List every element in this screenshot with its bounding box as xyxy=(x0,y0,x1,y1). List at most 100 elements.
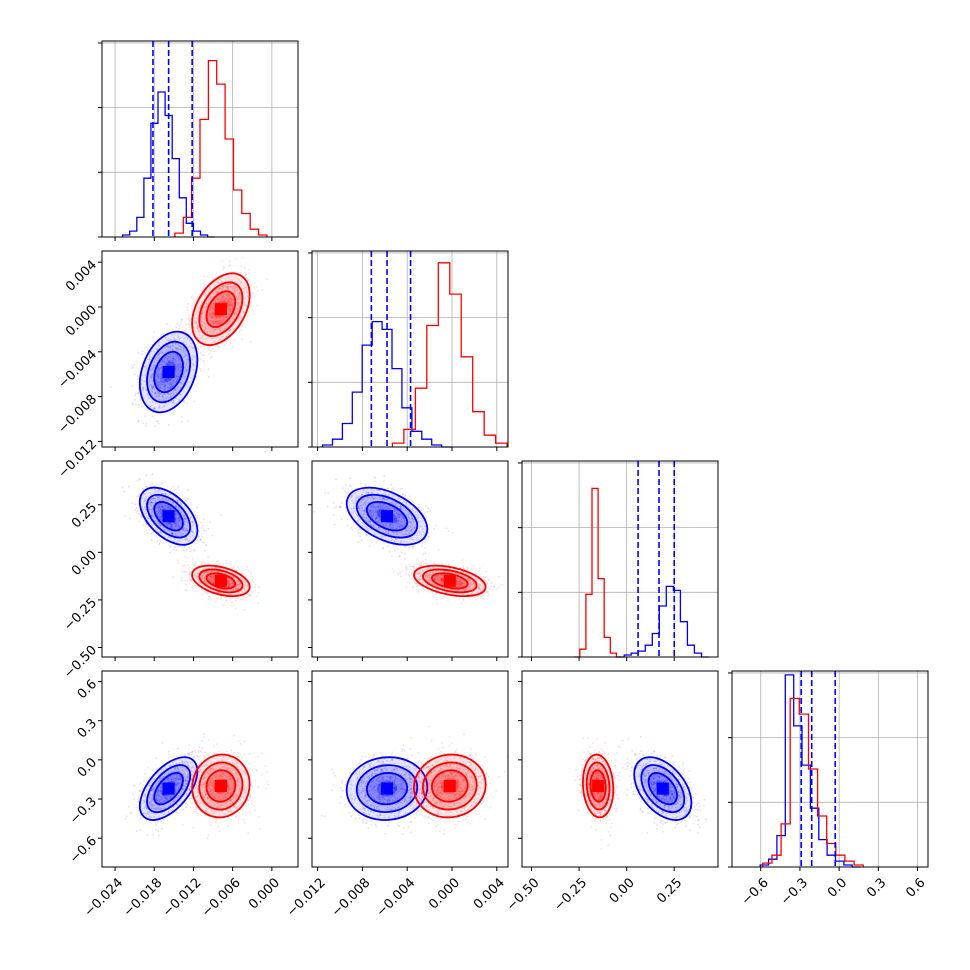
sample-point xyxy=(383,525,386,527)
sample-point xyxy=(225,316,228,319)
sample-point xyxy=(174,339,177,342)
sample-point xyxy=(179,345,182,347)
sample-point xyxy=(188,546,191,549)
sample-point xyxy=(174,358,176,361)
sample-point xyxy=(165,522,168,525)
sample-point xyxy=(240,590,243,593)
sample-point xyxy=(380,506,383,509)
sample-point xyxy=(333,507,336,509)
sample-point xyxy=(246,291,248,293)
sample-point xyxy=(188,349,191,351)
sample-point xyxy=(158,368,161,371)
sample-point xyxy=(169,396,172,399)
sample-point xyxy=(201,354,203,356)
sample-point xyxy=(397,513,400,516)
sample-point xyxy=(170,359,173,362)
sample-point xyxy=(350,485,352,487)
sample-point xyxy=(232,298,234,301)
sample-point xyxy=(212,312,215,314)
sample-point xyxy=(384,508,386,511)
sample-point xyxy=(406,526,409,529)
sample-point xyxy=(174,524,177,526)
sample-point xyxy=(194,510,196,513)
sample-point xyxy=(158,506,161,509)
sample-point xyxy=(370,488,373,491)
sample-point xyxy=(387,522,390,525)
sample-point xyxy=(232,285,235,288)
sample-point xyxy=(220,321,223,323)
sample-point xyxy=(161,507,164,510)
sample-point xyxy=(412,520,415,523)
sample-point xyxy=(228,302,230,304)
sample-point xyxy=(399,505,402,508)
sample-point xyxy=(228,302,231,305)
sample-point xyxy=(417,591,420,593)
sample-point xyxy=(161,492,163,495)
sample-point xyxy=(230,593,233,596)
sample-point xyxy=(242,598,245,601)
sample-point xyxy=(142,387,145,389)
sample-point xyxy=(160,377,162,380)
sample-point xyxy=(169,525,172,528)
sample-point xyxy=(404,509,407,512)
sample-point xyxy=(144,508,147,511)
sample-point xyxy=(399,524,402,527)
sample-point xyxy=(161,396,164,399)
sample-point xyxy=(433,594,436,596)
sample-point xyxy=(227,294,230,297)
sample-point xyxy=(228,260,231,263)
sample-point xyxy=(242,586,245,589)
sample-point xyxy=(174,523,177,525)
sample-point xyxy=(174,510,177,513)
sample-point xyxy=(384,506,386,509)
sample-point xyxy=(229,295,232,298)
sample-point xyxy=(234,587,237,590)
sample-point xyxy=(152,531,155,534)
sample-point xyxy=(150,497,153,500)
sample-point xyxy=(165,378,167,381)
sample-point xyxy=(427,535,429,538)
sample-point xyxy=(209,577,212,580)
sample-point xyxy=(186,309,189,311)
contour-line xyxy=(191,564,251,598)
sample-point xyxy=(195,561,198,564)
sample-point xyxy=(173,389,176,392)
sample-point xyxy=(168,522,171,525)
sample-point xyxy=(159,387,162,390)
sample-point xyxy=(184,328,187,331)
sample-point xyxy=(139,493,141,495)
sample-point xyxy=(167,523,170,526)
sample-point xyxy=(171,525,174,528)
sample-point xyxy=(229,574,232,577)
sample-point xyxy=(245,581,247,583)
sample-point xyxy=(212,321,215,323)
sample-point xyxy=(386,522,388,525)
sample-point xyxy=(177,369,179,372)
sample-point xyxy=(176,322,179,325)
sample-point xyxy=(152,408,155,410)
sample-point xyxy=(155,379,158,381)
sample-point xyxy=(234,313,236,316)
sample-point xyxy=(160,516,162,518)
sample-point xyxy=(215,566,218,569)
sample-point xyxy=(171,382,174,385)
sample-point xyxy=(389,522,391,525)
sample-point xyxy=(163,399,166,402)
sample-point xyxy=(177,398,180,400)
sample-point xyxy=(210,305,213,308)
sample-point xyxy=(249,594,252,597)
sample-point xyxy=(244,274,247,277)
sample-point xyxy=(213,318,216,321)
sample-point xyxy=(220,322,223,325)
sample-point xyxy=(377,511,380,513)
sample-point xyxy=(163,507,166,510)
sample-point xyxy=(253,294,255,297)
sample-point xyxy=(220,318,223,321)
sample-point xyxy=(171,357,174,359)
sample-point xyxy=(340,505,342,508)
sample-point xyxy=(169,360,172,363)
sample-point xyxy=(185,369,188,372)
sample-point xyxy=(134,394,137,397)
sample-point xyxy=(167,386,170,389)
sample-point xyxy=(225,569,228,571)
